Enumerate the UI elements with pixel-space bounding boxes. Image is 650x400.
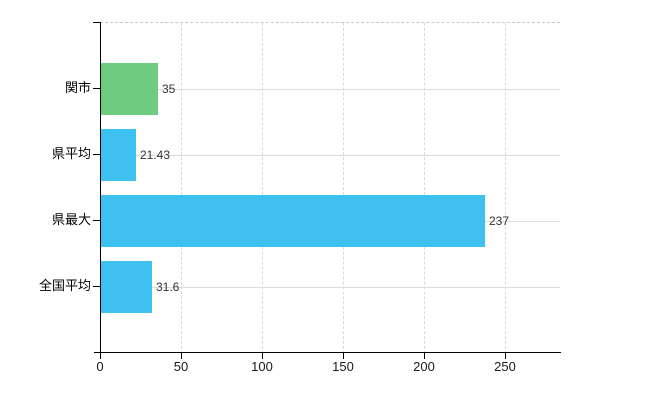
x-axis-tick-label: 50	[173, 359, 189, 374]
x-axis-tick	[505, 352, 506, 359]
gridline-vertical	[262, 23, 263, 354]
x-axis-tick	[181, 352, 182, 359]
bar-national-average[interactable]	[101, 261, 152, 313]
y-axis-line	[100, 22, 101, 353]
x-axis-tick-label: 200	[413, 359, 435, 374]
x-axis-tick-label: 0	[96, 359, 104, 374]
value-label: 35	[162, 82, 176, 96]
x-axis-line	[94, 352, 561, 353]
y-axis-tick	[93, 88, 101, 89]
x-axis-tick-label: 150	[332, 359, 354, 374]
x-axis-tick	[424, 352, 425, 359]
y-axis-tick	[93, 154, 101, 155]
value-label: 237	[489, 214, 510, 228]
value-label: 31.6	[156, 280, 180, 294]
x-axis-tick-label: 250	[494, 359, 516, 374]
category-label: 全国平均	[38, 278, 91, 293]
plot-area: 35 21.43 237 31.6	[100, 22, 560, 354]
y-axis-tick	[93, 220, 101, 221]
category-label: 関市	[64, 80, 91, 95]
x-axis-tick	[343, 352, 344, 359]
x-axis-tick	[100, 352, 101, 359]
gridline-horizontal	[100, 155, 560, 156]
bar-prefecture-max[interactable]	[101, 195, 485, 247]
y-axis-top-tick	[93, 22, 101, 23]
bar-prefecture-average[interactable]	[101, 129, 136, 181]
gridline-vertical	[343, 23, 344, 354]
bar-seki-shi[interactable]	[101, 63, 158, 115]
value-label: 21.43	[140, 148, 171, 162]
x-axis-tick-label: 100	[251, 359, 273, 374]
category-label: 県最大	[51, 212, 91, 227]
gridline-vertical	[505, 23, 506, 354]
gridline-horizontal	[100, 287, 560, 288]
gridline-horizontal	[100, 89, 560, 90]
gridline-vertical	[424, 23, 425, 354]
x-axis-tick	[262, 352, 263, 359]
gridline-vertical	[181, 23, 182, 354]
y-axis-tick	[93, 286, 101, 287]
category-label: 県平均	[51, 146, 91, 161]
